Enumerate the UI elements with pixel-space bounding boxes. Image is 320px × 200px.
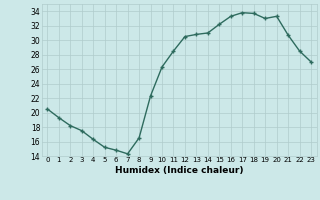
X-axis label: Humidex (Indice chaleur): Humidex (Indice chaleur) bbox=[115, 166, 244, 175]
